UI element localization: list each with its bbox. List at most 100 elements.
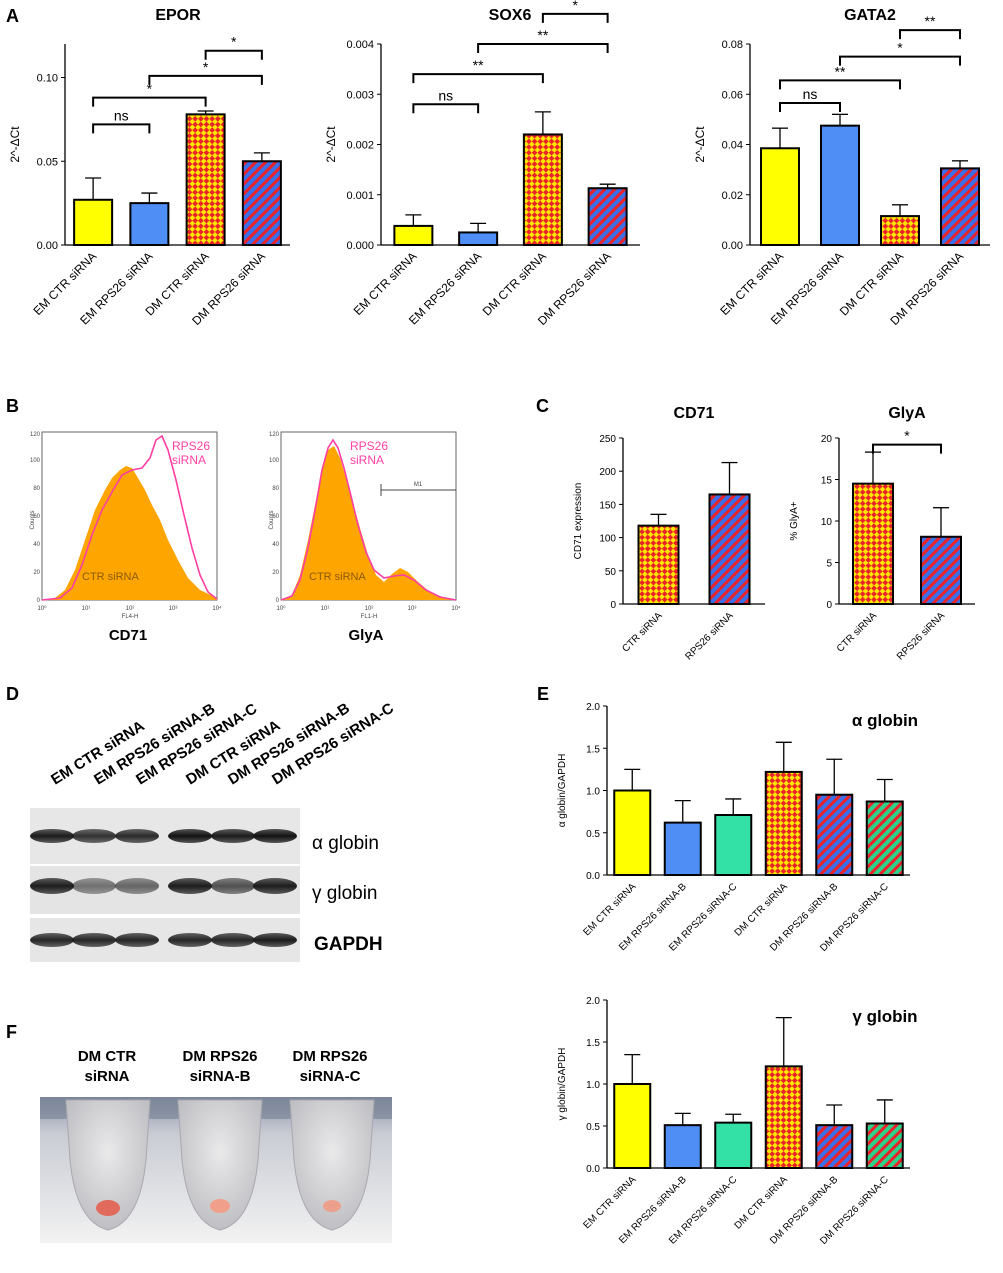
tube-label: siRNA-C — [300, 1068, 361, 1085]
tube-label: DM RPS26 — [182, 1048, 257, 1065]
significance-bracket — [839, 55, 961, 66]
flow-ytick: 100 — [269, 458, 280, 464]
bar-glya-0 — [852, 482, 894, 605]
y-tick-label: 0 — [610, 600, 616, 611]
blot-band — [30, 829, 74, 843]
y-tick-label: 0.5 — [586, 1122, 600, 1133]
significance-bracket — [92, 96, 207, 107]
panel-label-a: A — [6, 6, 19, 26]
blot-band — [253, 829, 297, 843]
y-axis-label: 2^-ΔCt — [324, 126, 338, 163]
blot-band — [30, 878, 74, 894]
blot-band — [30, 933, 74, 947]
sox6-title: SOX6 — [489, 7, 532, 24]
tube-3 — [289, 1099, 375, 1231]
category-label: RPS26 siRNA — [895, 610, 947, 662]
category-label: RPS26 siRNA — [683, 610, 735, 662]
y-axis-label: % GlyA+ — [789, 501, 800, 540]
cd71-chart: CD71 0 50 100 150 200 250 CD71 expression CTR si… — [573, 405, 765, 663]
y-tick-label: 0.002 — [346, 140, 374, 152]
bar-gglobin-4 — [815, 1124, 854, 1170]
bar-aglobin-1 — [663, 821, 702, 876]
significance-bracket — [779, 102, 841, 113]
tube-label: DM RPS26 — [292, 1048, 367, 1065]
category-label: EM RPS26 siRNA — [406, 249, 484, 327]
western-blot: EM CTR siRNA EM RPS26 siRNA-B EM RPS26 s… — [30, 700, 397, 962]
bar-epor-1 — [129, 202, 170, 246]
y-axis-label: 2^-ΔCt — [8, 126, 22, 163]
y-tick-label: 250 — [599, 434, 616, 445]
legend-ctr: CTR siRNA — [309, 571, 366, 583]
blot-band — [115, 933, 159, 947]
y-tick-label: 1.0 — [586, 787, 600, 798]
category-label: DM CTR siRNA — [733, 1174, 791, 1232]
bar-sox6-0 — [393, 224, 434, 246]
significance-bracket — [899, 29, 961, 40]
y-tick-label: 200 — [599, 467, 616, 478]
y-axis-label: γ globin/GAPDH — [557, 1048, 568, 1121]
y-tick-label: 0.10 — [37, 73, 58, 85]
bar-gglobin-2 — [714, 1121, 753, 1170]
y-tick-label: 0.00 — [37, 240, 58, 252]
flow-ytick: 80 — [272, 486, 279, 492]
y-axis-label: α globin/GAPDH — [557, 754, 568, 828]
blot-row-label: GAPDH — [314, 934, 383, 955]
bar-gglobin-3 — [764, 1065, 803, 1169]
y-tick-label: 10 — [821, 517, 833, 528]
significance-label: ns — [803, 86, 818, 102]
blot-band — [72, 878, 116, 894]
y-axis-label: 2^-ΔCt — [693, 126, 707, 163]
flow-ytick: 80 — [33, 486, 40, 492]
flow-ytick: 0 — [276, 598, 280, 604]
blot-band — [168, 878, 212, 894]
significance-label: ** — [835, 63, 846, 79]
gata2-chart: GATA2 0.00 0.02 0.04 0.06 0.08 2^-ΔCt EM CTR si… — [693, 7, 990, 328]
significance-bracket — [779, 79, 901, 90]
y-tick-label: 50 — [605, 567, 617, 578]
category-label: DM CTR siRNA — [480, 249, 549, 318]
category-label: CTR siRNA — [620, 610, 665, 655]
tube-1 — [65, 1099, 151, 1231]
bar-gata2-1 — [820, 124, 860, 246]
flow-panel-label-glya: GlyA — [348, 627, 383, 644]
flow-xtick: 10¹ — [82, 606, 91, 612]
bar-epor-0 — [73, 198, 114, 246]
flow-xlabel: FL1-H — [361, 614, 378, 620]
y-tick-label: 5 — [826, 559, 832, 570]
blot-band — [253, 933, 297, 947]
bar-gglobin-5 — [865, 1122, 904, 1169]
flow-ytick: 20 — [272, 570, 279, 576]
blot-band — [168, 829, 212, 843]
significance-label: * — [897, 40, 903, 56]
panel-label-e: E — [537, 684, 549, 704]
flow-ytick: 40 — [272, 542, 279, 548]
significance-label: * — [573, 0, 579, 13]
y-tick-label: 0.02 — [722, 190, 743, 202]
significance-label: * — [147, 81, 153, 97]
y-tick-label: 0 — [826, 600, 832, 611]
blot-band — [253, 878, 297, 894]
y-tick-label: 0.5 — [586, 829, 600, 840]
epor-title: EPOR — [155, 7, 201, 24]
bar-gata2-3 — [940, 167, 980, 246]
y-tick-label: 1.5 — [586, 744, 600, 755]
significance-label: ns — [114, 107, 129, 123]
significance-label: * — [904, 428, 910, 444]
flow-ytick: 20 — [33, 570, 40, 576]
bar-aglobin-2 — [714, 814, 753, 877]
bar-sox6-1 — [458, 231, 499, 246]
blot-band — [72, 933, 116, 947]
gata2-title: GATA2 — [844, 7, 896, 24]
bar-aglobin-4 — [815, 793, 854, 876]
flow-xtick: 10⁴ — [212, 605, 222, 612]
flow-panel-label-cd71: CD71 — [109, 627, 147, 644]
flow-ytick: 40 — [33, 542, 40, 548]
bar-gata2-2 — [880, 215, 920, 246]
significance-bracket — [412, 103, 480, 114]
gglobin-title: γ globin — [852, 1007, 917, 1026]
tube-photo: DM CTR siRNA DM RPS26 siRNA-B DM RPS26 s… — [40, 1048, 392, 1243]
flow-xtick: 10³ — [169, 606, 178, 612]
flow-histogram-glya: M1 Counts 0 20 40 60 80 100 120 10⁰ 10¹ … — [269, 431, 461, 644]
sox6-chart: SOX6 0.000 0.001 0.002 0.003 0.004 2^-ΔCt EM CT… — [324, 0, 640, 328]
